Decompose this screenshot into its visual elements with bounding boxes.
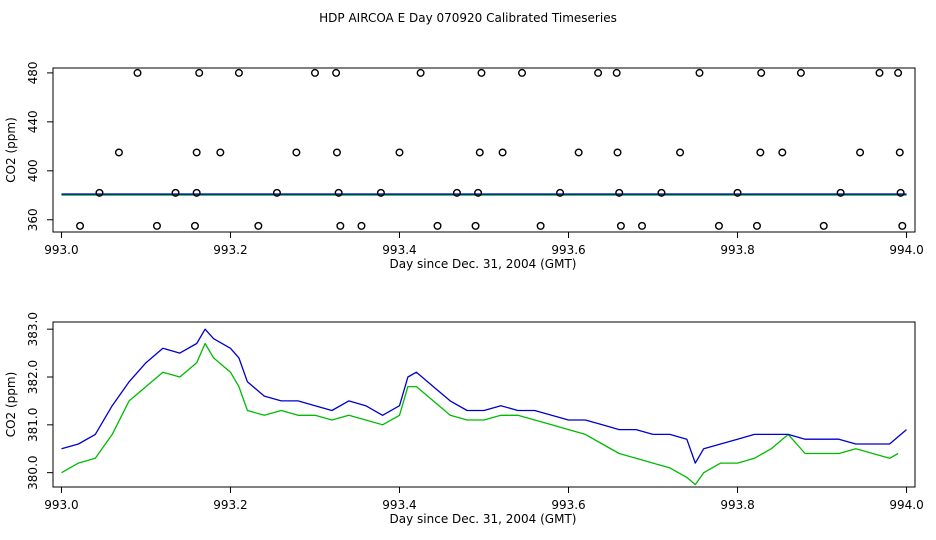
series-line-green [61, 342, 899, 486]
data-point [433, 221, 442, 230]
x-tick-label: 993.4 [382, 243, 416, 257]
x-tick-label: 994.0 [889, 498, 923, 512]
data-point [894, 68, 903, 77]
y-tick-label: 382.0 [26, 360, 40, 394]
x-tick-label: 993.8 [720, 243, 754, 257]
data-point [695, 68, 704, 77]
data-point [594, 68, 603, 77]
y-tick-label: 400 [26, 159, 40, 182]
data-point [657, 188, 666, 197]
data-point [856, 148, 865, 157]
data-point [76, 221, 85, 230]
data-point [357, 221, 366, 230]
series-line-blue [61, 328, 907, 464]
data-point [216, 148, 225, 157]
data-point [171, 188, 180, 197]
data-point [676, 148, 685, 157]
x-axis-label: Day since Dec. 31, 2004 (GMT) [390, 512, 577, 526]
data-point [819, 221, 828, 230]
data-point [477, 68, 486, 77]
data-point [895, 148, 904, 157]
data-point [518, 68, 527, 77]
data-point [474, 188, 483, 197]
x-tick-label: 993.2 [213, 498, 247, 512]
x-tick-label: 993.8 [720, 498, 754, 512]
data-point [778, 148, 787, 157]
data-point [733, 188, 742, 197]
data-point [613, 148, 622, 157]
data-point [471, 221, 480, 230]
data-point [638, 221, 647, 230]
data-point [616, 221, 625, 230]
data-point [195, 68, 204, 77]
data-point [336, 221, 345, 230]
x-tick-label: 993.6 [551, 243, 585, 257]
data-point [475, 148, 484, 157]
data-point [836, 188, 845, 197]
y-axis-label: CO2 (ppm) [4, 372, 18, 438]
data-point [114, 148, 123, 157]
data-point [416, 68, 425, 77]
data-point [332, 68, 341, 77]
data-point [376, 188, 385, 197]
data-point [757, 68, 766, 77]
data-point [756, 148, 765, 157]
data-point [152, 221, 161, 230]
data-point [234, 68, 243, 77]
data-point [292, 148, 301, 157]
y-tick-label: 383.0 [26, 312, 40, 346]
data-point [875, 68, 884, 77]
panel-2: 993.0 993.2 993.4 993.6 993.8 994.0 Day since … [4, 312, 924, 526]
data-point [898, 221, 907, 230]
data-point [452, 188, 461, 197]
data-point [95, 188, 104, 197]
y-axis-label: CO2 (ppm) [4, 117, 18, 183]
data-point [752, 221, 761, 230]
data-point [796, 68, 805, 77]
data-point [254, 221, 263, 230]
data-point [536, 221, 545, 230]
x-tick-label: 993.0 [44, 498, 78, 512]
y-tick-label: 380.0 [26, 455, 40, 489]
x-tick-label: 993.0 [44, 243, 78, 257]
figure-title: HDP AIRCOA E Day 070920 Calibrated Times… [319, 11, 617, 25]
x-tick-label: 993.4 [382, 498, 416, 512]
x-tick-label: 993.2 [213, 243, 247, 257]
data-point [133, 68, 142, 77]
data-point [574, 148, 583, 157]
data-point [615, 188, 624, 197]
plot-frame [52, 321, 916, 488]
x-tick-label: 994.0 [889, 243, 923, 257]
y-tick-label: 440 [26, 110, 40, 133]
data-point [556, 188, 565, 197]
data-point [334, 188, 343, 197]
y-tick-label: 381.0 [26, 408, 40, 442]
data-point [612, 68, 621, 77]
data-point [896, 188, 905, 197]
y-tick-label: 480 [26, 61, 40, 84]
data-point [192, 188, 201, 197]
data-point [714, 221, 723, 230]
data-point [192, 148, 201, 157]
y-tick-label: 360 [26, 208, 40, 231]
plot-frame [52, 67, 916, 233]
data-point [395, 148, 404, 157]
panel-1: 993.0 993.2 993.4 993.6 993.8 994.0 Day since … [4, 61, 924, 271]
x-tick-label: 993.6 [551, 498, 585, 512]
data-point [310, 68, 319, 77]
x-axis-label: Day since Dec. 31, 2004 (GMT) [390, 257, 577, 271]
data-point [272, 188, 281, 197]
data-point [190, 221, 199, 230]
data-point [498, 148, 507, 157]
data-point [332, 148, 341, 157]
